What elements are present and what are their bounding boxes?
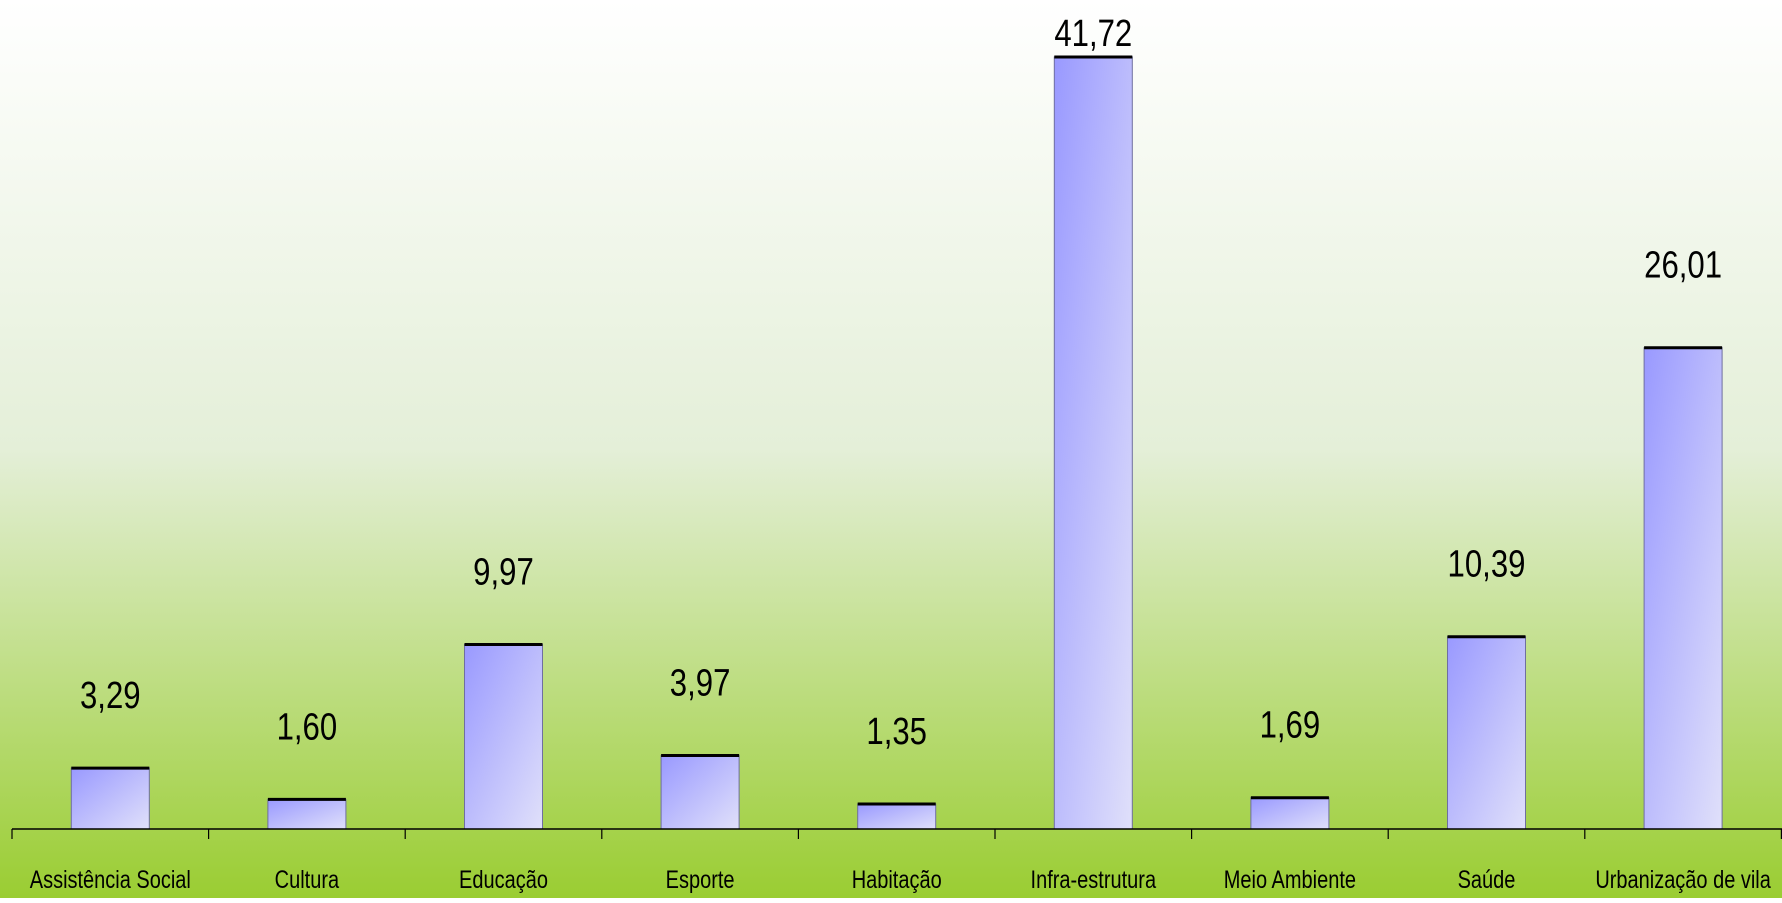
value-label: 9,97 [473,552,534,594]
value-label: 10,39 [1448,544,1526,586]
value-label: 1,35 [866,711,927,753]
category-label: Esporte [666,866,735,894]
bars-layer [70,55,1723,830]
category-label: Habitação [852,866,942,894]
bar [70,767,150,830]
value-label: 41,72 [1054,13,1132,55]
bar [857,803,937,830]
bar [1053,56,1133,830]
bar [1643,347,1723,830]
category-label: Educação [459,866,548,894]
value-label: 26,01 [1644,245,1722,287]
category-labels-layer: Assistência Social Cultura Educação Esporte… [30,866,1771,894]
value-label: 3,29 [80,675,141,717]
bar [1447,636,1526,830]
category-label: Saúde [1458,866,1516,894]
bar [1250,797,1330,830]
category-label: Infra-estrutura [1031,866,1157,894]
value-label: 1,69 [1260,705,1321,747]
category-label: Assistência Social [30,866,191,894]
bar [464,644,543,830]
value-labels-layer: 3,29 1,60 9,97 3,97 1,35 41,72 1,69 10,39 26,01 [80,13,1722,753]
value-label: 1,60 [277,707,338,749]
x-axis [11,828,1782,839]
category-label: Urbanização de vila [1595,866,1771,894]
category-label: Cultura [275,866,340,894]
category-label: Meio Ambiente [1224,866,1356,894]
value-label: 3,97 [670,663,731,705]
bar [660,755,740,830]
bar [267,798,347,830]
